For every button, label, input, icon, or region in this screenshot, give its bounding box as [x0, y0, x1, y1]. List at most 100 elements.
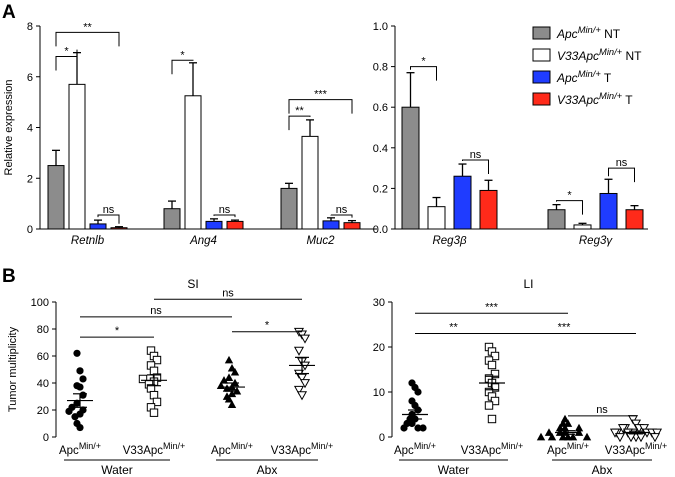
bar	[625, 209, 644, 230]
significance-label: ns	[616, 157, 628, 169]
legend-entry-superscript: Min/+	[578, 25, 602, 35]
significance-label: *	[180, 49, 185, 61]
significance-label: ns	[336, 204, 348, 216]
data-point	[299, 379, 311, 389]
y-tick-label: 0.6	[373, 102, 388, 114]
y-axis-label: Tumor multiplicity	[7, 326, 19, 412]
group-label-superscript: Min/+	[414, 441, 436, 451]
y-axis-label: Relative expression	[3, 80, 15, 176]
significance-bracket	[462, 159, 489, 174]
data-point	[79, 375, 87, 383]
data-point	[414, 388, 422, 396]
group-label: V33ApcMin/+	[271, 441, 333, 457]
legend-entry-base: Apc	[556, 71, 578, 85]
group-label-superscript: Min/+	[645, 441, 667, 451]
bar	[343, 222, 361, 230]
data-point	[568, 432, 578, 441]
y-tick-label: 8	[27, 21, 33, 33]
data-point	[490, 383, 500, 392]
data-point	[582, 432, 592, 441]
significance-bracket	[97, 214, 120, 224]
significance-bracket	[330, 214, 353, 218]
group-label-base: Apc	[59, 445, 79, 457]
significance-bracket	[55, 31, 120, 47]
significance-bracket	[608, 167, 635, 183]
legend-entry-base: V33Apc	[557, 49, 599, 63]
y-tick-label: 0	[27, 224, 33, 236]
significance-label: **	[449, 322, 458, 334]
panel-label-b: B	[2, 266, 16, 287]
group-label-base: Apc	[547, 445, 567, 457]
y-tick-label: 60	[37, 351, 49, 363]
data-point	[227, 400, 237, 408]
data-point	[293, 385, 305, 395]
legend-entry-suffix: NT	[601, 27, 621, 41]
data-point	[638, 424, 650, 434]
significance-label: ***	[314, 89, 328, 101]
significance-bracket	[171, 59, 194, 75]
group-label: V33ApcMin/+	[605, 441, 667, 457]
significance-bracket	[213, 214, 236, 218]
data-point	[544, 428, 554, 436]
significance-label: ns	[150, 305, 162, 317]
data-point	[651, 428, 663, 438]
data-point	[152, 397, 162, 407]
legend-entry-base: V33Apc	[557, 93, 599, 107]
significance-label: *	[567, 190, 572, 202]
data-point	[414, 424, 422, 432]
legend-entry-base: Apc	[556, 27, 578, 41]
data-point	[76, 367, 84, 375]
bar	[547, 209, 566, 230]
data-point	[138, 374, 148, 384]
data-point	[224, 355, 234, 364]
chart-title: LI	[523, 277, 533, 291]
significance-label: ns	[219, 204, 231, 216]
group-label: ApcMin/+	[59, 441, 101, 457]
y-tick-label: 20	[373, 342, 385, 354]
legend-swatch	[532, 26, 551, 40]
y-tick-label: 0	[379, 432, 385, 444]
data-point	[224, 395, 234, 403]
group-label-base: V33Apc	[271, 445, 312, 457]
y-tick-label: 2	[27, 173, 33, 185]
treatment-label: Abx	[592, 463, 613, 477]
data-point	[227, 389, 237, 398]
y-tick-label: 80	[37, 324, 49, 336]
category-label: Reg3γ	[579, 235, 613, 247]
data-point	[555, 423, 565, 432]
group-label-base: V33Apc	[461, 445, 502, 457]
data-point	[299, 334, 311, 344]
data-point	[400, 424, 408, 432]
legend-swatch	[532, 92, 551, 106]
group-label: ApcMin/+	[394, 441, 436, 457]
y-tick-label: 40	[37, 378, 49, 390]
y-tick-label: 100	[31, 297, 49, 309]
data-point	[152, 355, 162, 365]
legend-entry: V33ApcMin/+ T	[557, 91, 633, 107]
data-point	[484, 401, 494, 410]
data-point	[73, 399, 81, 407]
bar	[205, 220, 223, 230]
data-point	[219, 376, 229, 384]
significance-bracket	[288, 115, 311, 131]
data-point	[296, 373, 308, 383]
significance-label: **	[83, 21, 92, 33]
bar	[453, 175, 472, 230]
group-label-superscript: Min/+	[231, 441, 253, 451]
y-tick-label: 0.8	[373, 62, 388, 74]
group-label-superscript: Min/+	[163, 441, 185, 451]
group-label: V33ApcMin/+	[461, 441, 523, 457]
y-tick-label: 10	[373, 387, 385, 399]
y-tick-label: 1.0	[373, 21, 388, 33]
group-label: V33ApcMin/+	[123, 441, 185, 457]
data-point	[487, 360, 497, 370]
significance-label: *	[265, 320, 270, 332]
bar	[322, 220, 340, 230]
significance-label: ***	[485, 301, 499, 313]
bar	[599, 192, 618, 230]
significance-label: ns	[222, 287, 234, 299]
data-point	[419, 424, 427, 432]
